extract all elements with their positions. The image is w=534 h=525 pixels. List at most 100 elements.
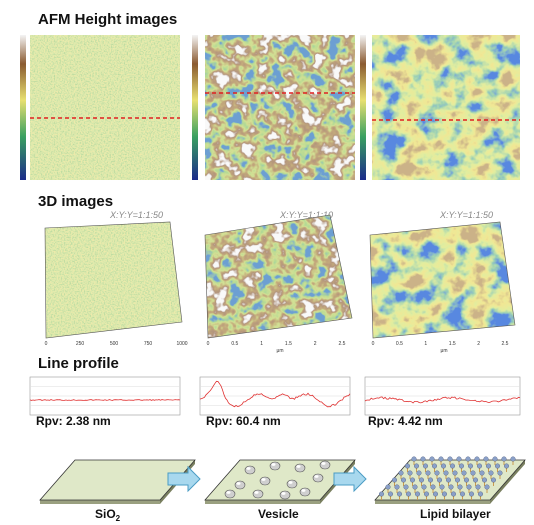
lipid-head bbox=[432, 463, 438, 469]
axis-tick-label: 1000 bbox=[176, 341, 187, 347]
lipid-head bbox=[448, 484, 454, 490]
axis-tick-label: 0 bbox=[207, 341, 210, 347]
rpv-label: Rpv: 2.38 nm bbox=[36, 414, 111, 428]
plate-edge bbox=[375, 500, 490, 504]
vesicle bbox=[234, 480, 246, 490]
vesicle-highlight bbox=[314, 475, 319, 478]
scale-ratio: X:Y:Y=1:1:10 bbox=[279, 210, 333, 220]
axis-tick-label: 2.5 bbox=[339, 341, 346, 347]
lipid-head bbox=[465, 456, 471, 462]
colorbar bbox=[20, 35, 26, 180]
plate-edge bbox=[40, 500, 160, 504]
lipid-head bbox=[452, 470, 458, 476]
lipid-head bbox=[428, 477, 434, 483]
axis-tick-label: 2 bbox=[314, 341, 317, 347]
lipid-head bbox=[410, 477, 416, 483]
lipid-head bbox=[447, 456, 453, 462]
step-label: Vesicle bbox=[258, 507, 299, 521]
lipid-head bbox=[460, 491, 466, 497]
lipid-head bbox=[510, 456, 516, 462]
step-label-sub: 2 bbox=[116, 514, 121, 523]
vesicle-highlight bbox=[261, 478, 266, 481]
vesicle bbox=[312, 473, 324, 483]
lipid-head bbox=[470, 470, 476, 476]
axis-tick-label: 0 bbox=[372, 341, 375, 347]
lipid-head bbox=[379, 491, 385, 497]
lipid-head bbox=[504, 463, 510, 469]
lipid-head bbox=[433, 491, 439, 497]
lipid-head bbox=[475, 484, 481, 490]
axis-tick-label: 750 bbox=[144, 341, 153, 347]
vesicle bbox=[299, 487, 311, 497]
lipid-head bbox=[491, 477, 497, 483]
lipid-head bbox=[416, 470, 422, 476]
scale-ratio: X:Y:Y=1:1:50 bbox=[439, 210, 493, 220]
lipid-head bbox=[492, 456, 498, 462]
lipid-head bbox=[397, 491, 403, 497]
lipid-head bbox=[414, 463, 420, 469]
lipid-head bbox=[474, 456, 480, 462]
lipid-head bbox=[398, 470, 404, 476]
3d-surface bbox=[370, 222, 515, 338]
lipid-head bbox=[392, 477, 398, 483]
lipid-head bbox=[425, 470, 431, 476]
lipid-head bbox=[437, 477, 443, 483]
lipid-head bbox=[473, 477, 479, 483]
step-label-text: SiO bbox=[95, 507, 116, 521]
arrow bbox=[333, 465, 367, 493]
3d-frame bbox=[204, 214, 353, 339]
vesicle-highlight bbox=[254, 491, 259, 494]
axis-tick-label: 1.5 bbox=[285, 341, 292, 347]
substrate bbox=[39, 459, 196, 501]
lipid-head bbox=[469, 491, 475, 497]
vesicle bbox=[259, 476, 271, 486]
colorbar bbox=[360, 35, 366, 180]
lipid-head bbox=[483, 456, 489, 462]
axis-unit: μm bbox=[276, 348, 283, 354]
rpv-label: Rpv: 60.4 nm bbox=[206, 414, 281, 428]
axis-tick-label: 0.5 bbox=[396, 341, 403, 347]
axis-tick-label: 2 bbox=[477, 341, 480, 347]
lipid-head bbox=[488, 470, 494, 476]
vesicle bbox=[252, 489, 264, 499]
vesicle-highlight bbox=[321, 462, 326, 465]
afm-image bbox=[204, 34, 356, 181]
vesicle-highlight bbox=[271, 463, 276, 466]
lipid-head bbox=[441, 463, 447, 469]
lipid-head bbox=[385, 484, 391, 490]
section-title: Line profile bbox=[38, 355, 119, 372]
arrow bbox=[167, 465, 201, 493]
lipid-head bbox=[430, 484, 436, 490]
lipid-head bbox=[405, 463, 411, 469]
lipid-head bbox=[439, 484, 445, 490]
lipid-head bbox=[419, 477, 425, 483]
vesicle-highlight bbox=[288, 481, 293, 484]
axis-tick-label: 1 bbox=[260, 341, 263, 347]
lipid-head bbox=[477, 463, 483, 469]
substrate bbox=[204, 459, 356, 501]
colorbar bbox=[192, 35, 198, 180]
vesicle bbox=[279, 490, 291, 500]
section-title: 3D images bbox=[38, 193, 113, 210]
3d-frame bbox=[369, 221, 516, 339]
lipid-head bbox=[456, 456, 462, 462]
axis-tick-label: 0.5 bbox=[231, 341, 238, 347]
axis-tick-label: 1 bbox=[424, 341, 427, 347]
lipid-head bbox=[495, 463, 501, 469]
afm-image bbox=[371, 34, 521, 181]
lipid-head bbox=[407, 470, 413, 476]
3d-frame bbox=[44, 221, 183, 339]
lipid-head bbox=[388, 491, 394, 497]
vesicle bbox=[244, 465, 256, 475]
lipid-head bbox=[424, 491, 430, 497]
vesicle-highlight bbox=[246, 467, 251, 470]
vesicle-highlight bbox=[226, 491, 231, 494]
lipid-head bbox=[403, 484, 409, 490]
lipid-head bbox=[421, 484, 427, 490]
axis-tick-label: 2.5 bbox=[502, 341, 509, 347]
vesicle-highlight bbox=[281, 492, 286, 495]
lipid-head bbox=[466, 484, 472, 490]
lipid-head bbox=[438, 456, 444, 462]
plate-edge bbox=[490, 460, 525, 504]
vesicle bbox=[224, 489, 236, 499]
